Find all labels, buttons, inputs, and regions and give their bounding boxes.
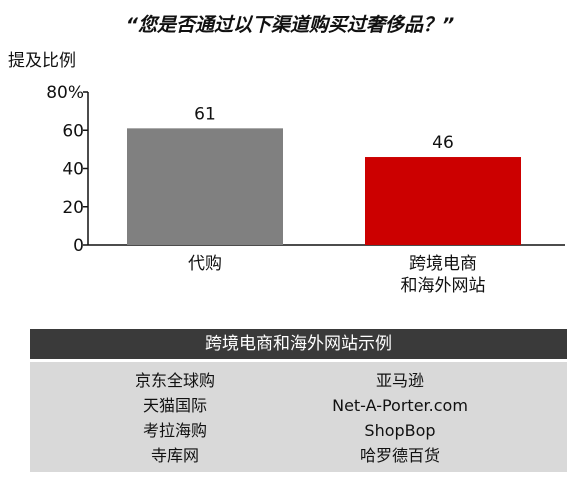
bar — [127, 128, 283, 245]
bar-data-label: 46 — [432, 133, 454, 153]
platform-item: 京东全球购 — [134, 371, 215, 390]
site-item: Net-A-Porter.com — [332, 396, 468, 415]
x-category-label: 代购 — [188, 254, 222, 274]
site-item: ShopBop — [364, 421, 436, 440]
bar-chart: 0 20 40 60 80% 61 代购 46 跨境电商和海外网站 — [46, 83, 565, 296]
domestic-platform-list: 京东全球购 天猫国际 考拉海购 寺库网 — [115, 368, 235, 468]
site-item: 亚马逊 — [375, 371, 424, 390]
site-item: 哈罗德百货 — [359, 446, 440, 465]
y-tick-label: 20 — [62, 198, 84, 218]
y-tick-label: 80% — [46, 83, 84, 103]
x-category-label: 和海外网站 — [401, 276, 486, 296]
chart-title: “您是否通过以下渠道购买过奢侈品？” — [125, 14, 455, 36]
examples-panel-body: 京东全球购 天猫国际 考拉海购 寺库网 亚马逊 Net-A-Porter.com… — [30, 362, 567, 472]
platform-item: 天猫国际 — [142, 396, 207, 415]
y-axis-label: 提及比例 — [8, 51, 76, 71]
platform-item: 寺库网 — [150, 446, 199, 465]
y-tick-label: 60 — [62, 121, 84, 141]
y-tick-label: 40 — [62, 160, 84, 180]
y-tick-label: 0 — [73, 236, 84, 256]
x-category-label: 跨境电商 — [409, 254, 477, 274]
examples-panel-heading: 跨境电商和海外网站示例 — [30, 329, 567, 359]
platform-item: 考拉海购 — [142, 421, 207, 440]
bar — [365, 157, 521, 245]
overseas-site-list: 亚马逊 Net-A-Porter.com ShopBop 哈罗德百货 — [300, 368, 500, 468]
bar-data-label: 61 — [194, 104, 216, 124]
